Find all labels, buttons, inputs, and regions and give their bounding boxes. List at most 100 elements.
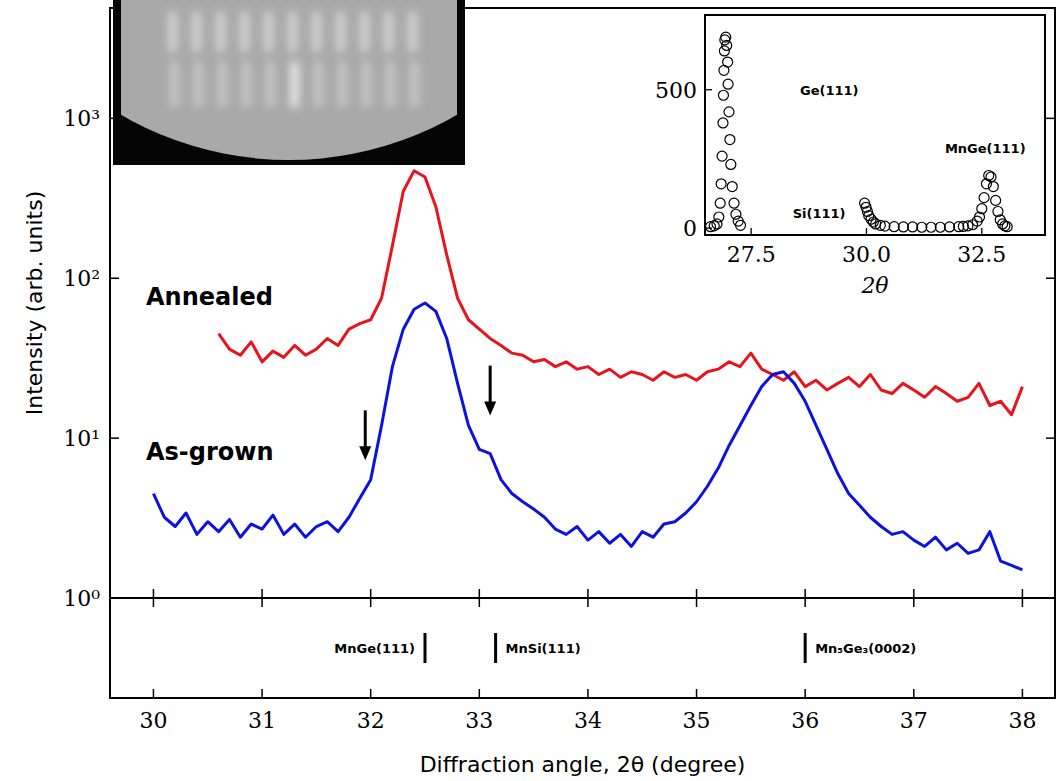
x-tick-label: 33 [465,708,493,733]
inset-point [979,193,989,203]
y-tick-label: 10¹ [63,426,100,451]
streak [384,12,393,52]
streak [264,12,273,52]
x-tick-label: 36 [791,708,819,733]
inset-points [706,32,1013,232]
chart: 10⁰10¹10²10³303132333435363738Diffractio… [0,0,1063,781]
inset-point [726,159,736,169]
inset-point [712,219,722,229]
x-tick [804,689,806,698]
x-tick-label: 37 [900,708,928,733]
screen [121,0,457,160]
streak [314,62,323,107]
x-tick [1022,589,1024,607]
y-tick-label: 10³ [63,106,100,131]
streak [168,12,177,52]
arrow-shaft [489,366,492,404]
arrow [484,366,496,416]
y-tick [1046,597,1055,599]
reference-marker [494,633,497,663]
streak [194,62,203,107]
arrow [359,410,371,460]
image-screen [121,0,457,160]
inset-point [889,222,899,232]
x-tick-label: 34 [574,708,602,733]
inset-point [722,40,732,50]
x-tick [587,589,589,607]
inset-point [977,204,987,214]
x-tick-label: 35 [683,708,711,733]
inset-point [736,220,746,230]
inset-point [986,172,996,182]
x-tick-label: 38 [1008,708,1036,733]
streak [218,62,227,107]
inset-point [716,179,726,189]
inset-point [725,135,735,145]
inset-y-tick-label: 500 [655,78,697,103]
x-tick [696,689,698,698]
inset-point [935,222,945,232]
arrow-shaft [364,410,367,448]
inset-x-tick-label: 30.0 [842,242,891,267]
inset-point [714,212,724,222]
x-tick [804,589,806,607]
reference-label: Mn₅Ge₃(0002) [815,641,916,656]
inset-x-axis-title: 2θ [860,273,888,298]
inset-point [723,79,733,89]
x-tick [1022,689,1024,698]
y-tick [110,597,119,599]
streak [408,12,417,52]
streak [288,12,297,52]
streak [362,62,371,107]
inset-point [991,195,1001,205]
streak [240,12,249,52]
inset-x-tick [750,228,751,235]
inset-point [945,222,955,232]
streak [386,62,395,107]
streak [410,62,419,107]
streak [192,12,201,52]
x-axis-title: Diffraction angle, 2θ (degree) [420,752,746,777]
series-group [153,171,1022,570]
streak [290,62,299,107]
inset-point [926,222,936,232]
inset-x-tick [981,228,982,235]
x-tick [261,689,263,698]
y-tick-label: 10² [63,266,100,291]
inset-background [705,15,1045,235]
x-tick [913,589,915,607]
x-tick-label: 32 [357,708,385,733]
x-tick [696,589,698,607]
series-label: As-grown [146,438,274,466]
x-tick [153,589,155,607]
inset-y-tick [705,227,712,228]
streak [170,62,179,107]
streaks [168,12,419,107]
arrow-head [484,402,496,416]
x-tick [370,589,372,607]
inset-x-tick-label: 27.5 [727,242,776,267]
reference-label: MnSi(111) [506,641,581,656]
y-tick [1046,277,1055,279]
inset-point [917,222,927,232]
x-tick [913,689,915,698]
y-tick [110,437,119,439]
y-tick [1046,118,1055,120]
streak [338,62,347,107]
x-tick [479,589,481,607]
y-tick [110,277,119,279]
inset-point [1002,222,1012,232]
streak [336,12,345,52]
series-line [153,303,1022,570]
inset-point [715,198,725,208]
streak [216,12,225,52]
reference-label: MnGe(111) [334,641,415,656]
x-tick [370,689,372,698]
x-tick-label: 31 [248,708,276,733]
inset-point [724,107,734,117]
inset-point [723,57,733,67]
inset-point [719,46,729,56]
inset-point [731,209,741,219]
reference-frame [110,598,1055,698]
inset-annotation: MnGe(111) [945,141,1026,156]
